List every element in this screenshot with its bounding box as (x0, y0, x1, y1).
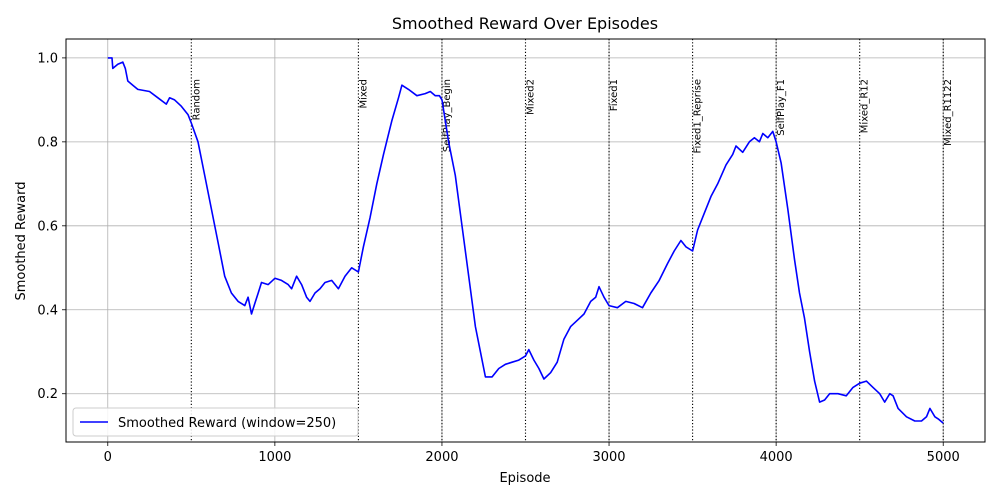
x-tick-label: 1000 (258, 450, 291, 465)
phase-label: SelfPlay_F1 (776, 79, 787, 136)
legend-label: Smoothed Reward (window=250) (118, 416, 336, 431)
legend: Smoothed Reward (window=250) (72, 407, 359, 437)
phase-label: SelfPlay_Begin (442, 79, 453, 152)
phase-markers: Random Mixed SelfPlay_Begin Mixed2 Fixed1 Fix… (190, 39, 954, 442)
phase-label: Fixed1 (609, 79, 620, 111)
axis-ticks: 0 1000 2000 3000 4000 5000 0.2 0.4 0.6 0.8 1.0 (37, 51, 959, 465)
phase-label: Mixed_R1122 (943, 79, 954, 146)
phase-label: Mixed (358, 79, 369, 109)
series-line (107, 57, 944, 424)
y-tick-label: 0.4 (37, 303, 58, 318)
x-tick-label: 2000 (425, 450, 458, 465)
data-series (107, 57, 944, 424)
y-tick-label: 0.6 (37, 219, 58, 234)
plot-frame (65, 38, 986, 443)
x-tick-label: 5000 (927, 450, 960, 465)
y-axis-label: Smoothed Reward (14, 182, 29, 301)
phase-label: Fixed1_Reprise (693, 79, 704, 154)
y-tick-label: 0.8 (37, 135, 58, 150)
phase-label: Mixed_R12 (860, 79, 871, 133)
x-tick-label: 0 (104, 450, 112, 465)
y-tick-label: 0.2 (37, 387, 58, 402)
legend-box (72, 407, 359, 437)
x-axis-label: Episode (499, 471, 550, 486)
phase-label: Mixed2 (526, 79, 537, 115)
chart-title: Smoothed Reward Over Episodes (392, 14, 658, 33)
y-tick-label: 1.0 (37, 51, 58, 66)
phase-label: Random (191, 79, 202, 120)
x-tick-label: 4000 (760, 450, 793, 465)
x-tick-label: 3000 (592, 450, 625, 465)
